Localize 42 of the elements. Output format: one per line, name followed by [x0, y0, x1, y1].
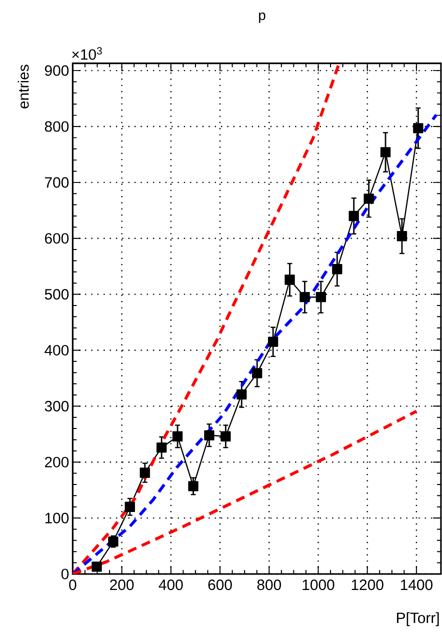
x-tick-label: 1400 — [401, 580, 433, 590]
point — [124, 502, 136, 512]
point — [220, 431, 231, 442]
point — [396, 231, 408, 242]
y-tick-label: 700 — [45, 177, 69, 188]
y-tick-label: 100 — [45, 512, 69, 524]
chart-title: p — [259, 12, 266, 23]
y-tick-label: 900 — [45, 65, 69, 76]
point — [92, 562, 102, 572]
x-axis-title: P[Torr] — [397, 612, 439, 626]
y-tick-label: 400 — [44, 344, 69, 356]
y-tick-label: 600 — [45, 233, 69, 244]
x-tick-label: 1000 — [302, 580, 334, 590]
point — [364, 194, 374, 204]
text: ×10$^{3}$ — [72, 47, 102, 60]
point — [268, 336, 278, 347]
x-tick-label: 1200 — [352, 580, 384, 590]
point — [204, 430, 214, 440]
point — [348, 210, 360, 222]
x-tick-label: 0 — [69, 580, 76, 590]
point — [332, 264, 342, 274]
point — [300, 292, 310, 302]
point — [380, 147, 391, 158]
point — [156, 442, 167, 453]
y-tick-label: 200 — [45, 456, 69, 468]
y-tick-label: 300 — [44, 400, 69, 412]
point — [413, 123, 424, 134]
y-tick-label: 800 — [45, 121, 69, 132]
x-tick-label: 200 — [110, 580, 134, 590]
point — [284, 274, 295, 285]
x-tick-label: 400 — [158, 580, 183, 590]
y-tick-label: 500 — [44, 289, 69, 300]
x-tick-label: 600 — [208, 580, 232, 590]
y-tick-label: 0 — [62, 568, 69, 580]
x-tick-label: 800 — [257, 580, 282, 590]
point — [236, 389, 247, 400]
point — [188, 481, 198, 492]
point — [140, 468, 150, 478]
point — [252, 368, 262, 378]
y-axis-title: entries — [18, 64, 29, 108]
point — [316, 292, 326, 302]
point — [172, 431, 183, 442]
